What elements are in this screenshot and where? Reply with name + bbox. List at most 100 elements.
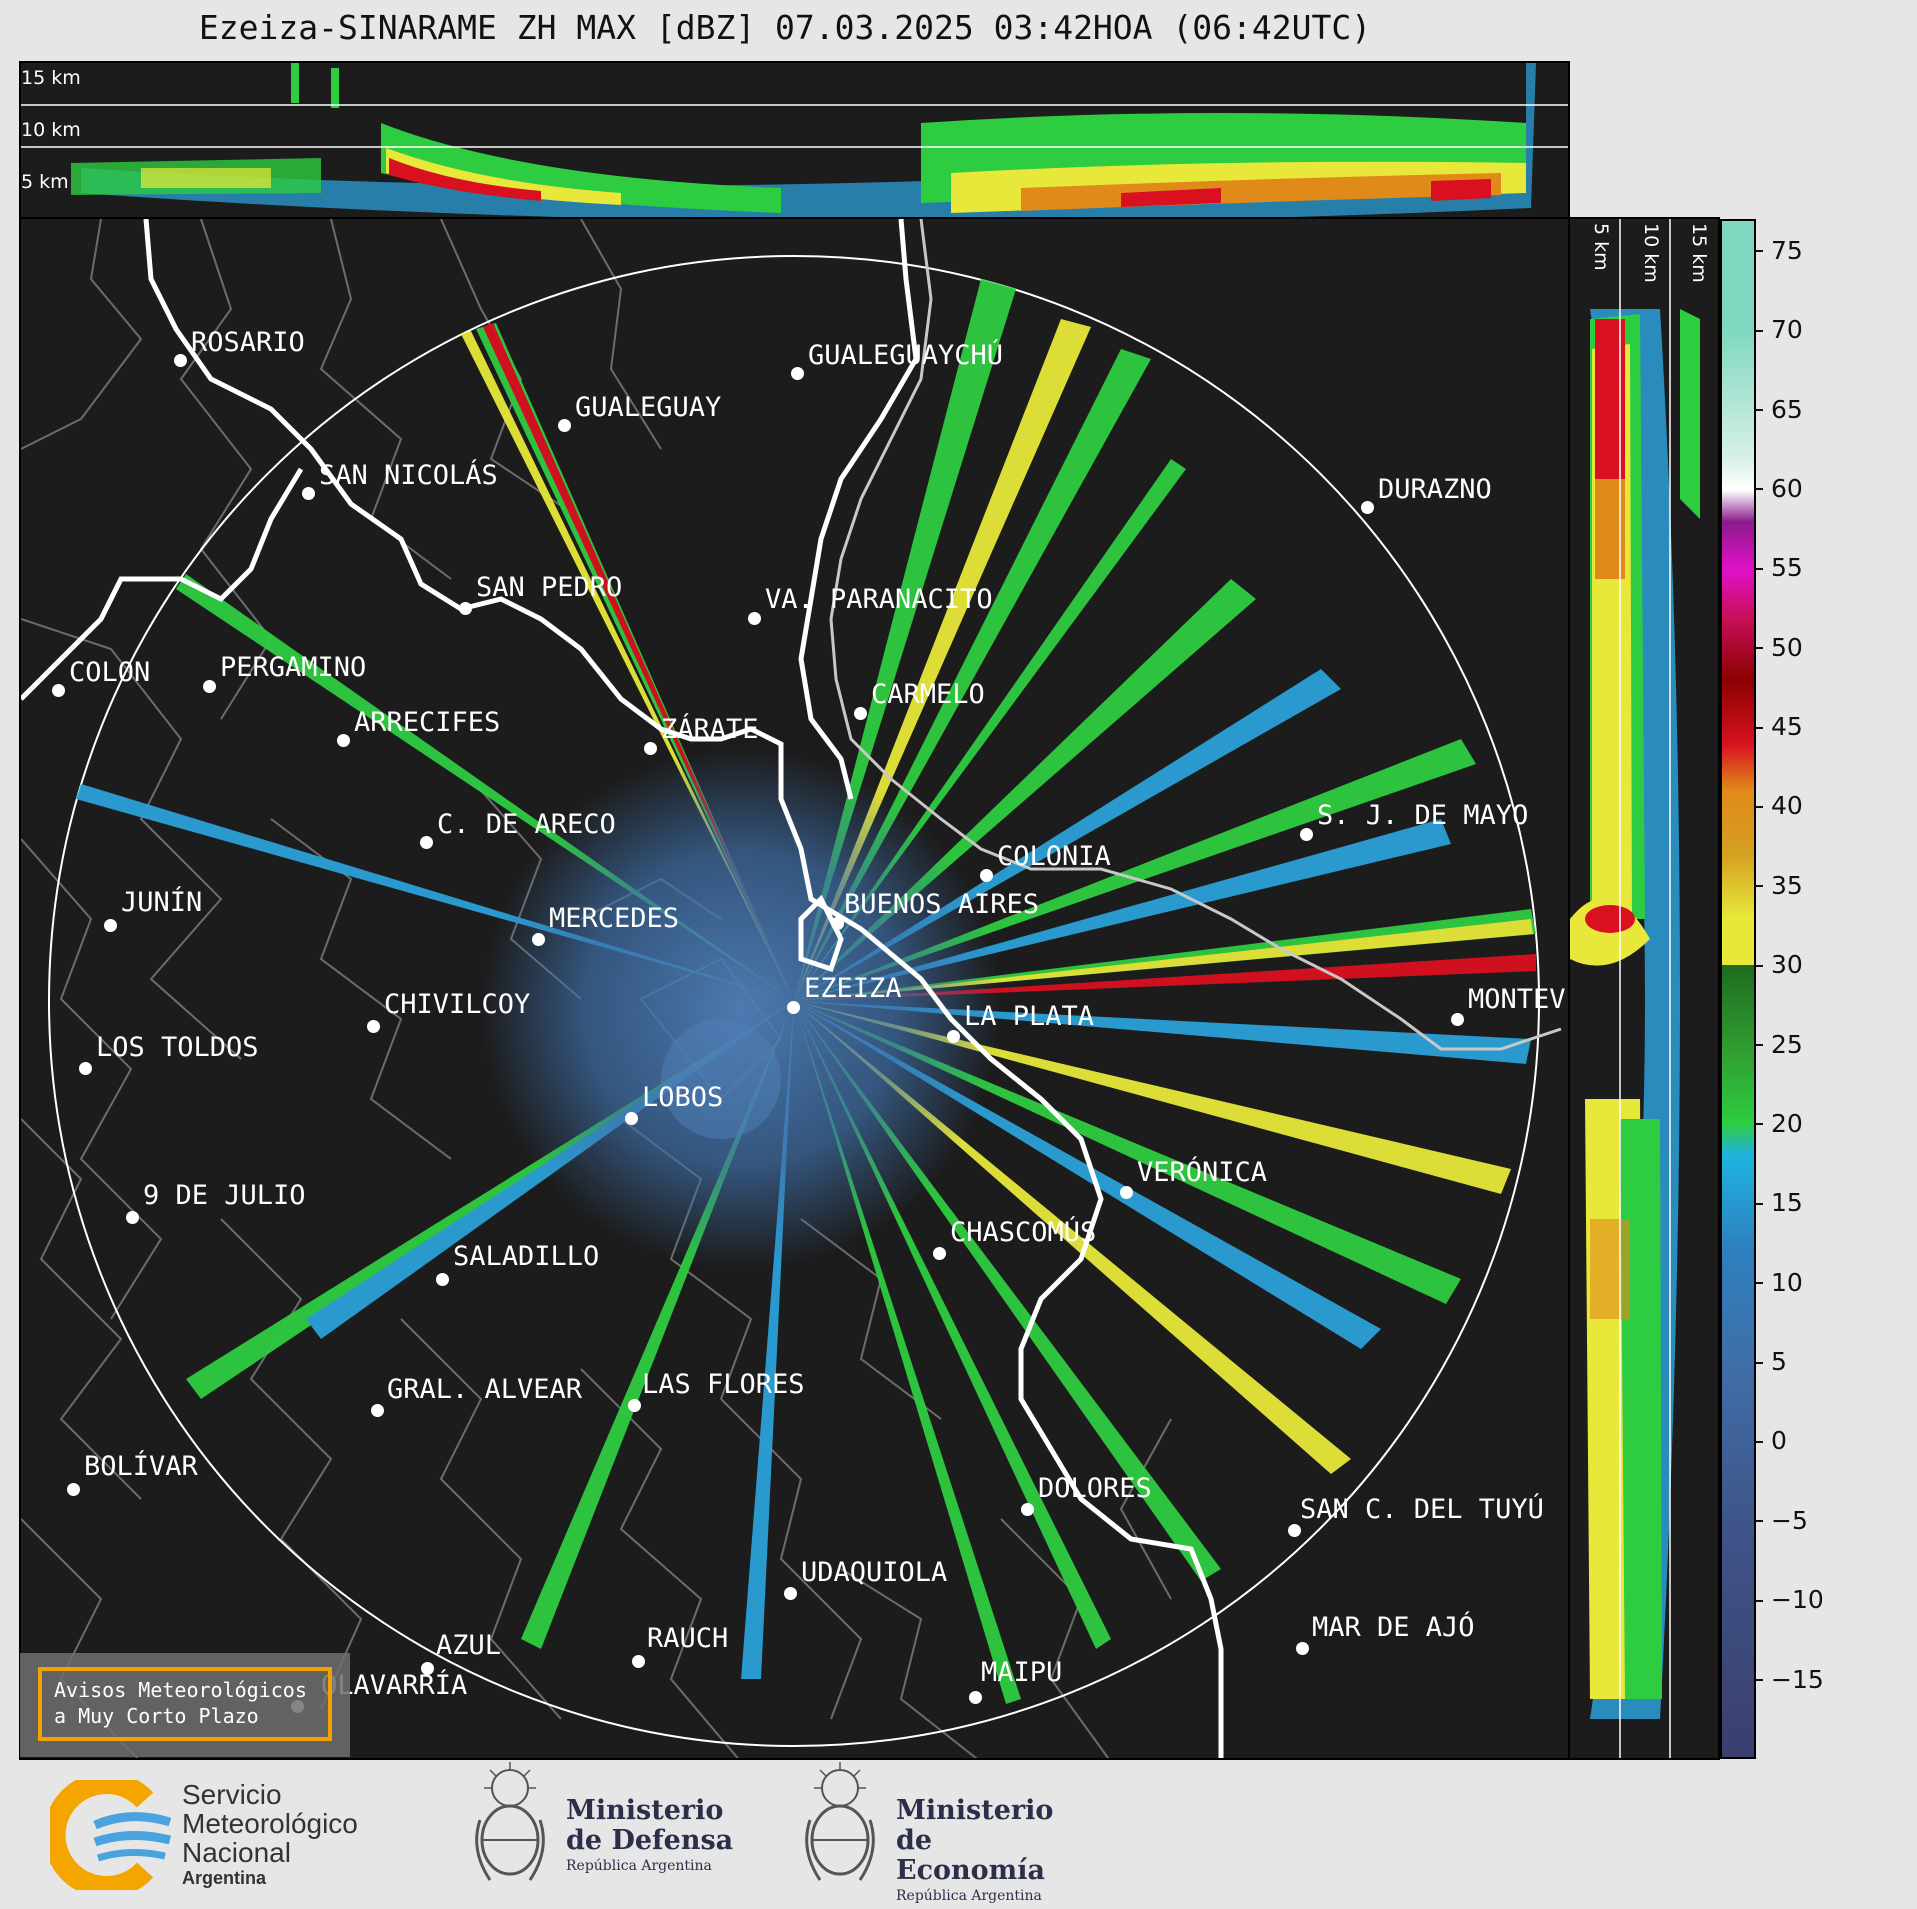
city-dot	[632, 1655, 645, 1668]
city-junin: JUNÍN	[121, 887, 203, 918]
river-borders	[829, 219, 1562, 1051]
colorbar-tick-label: 5	[1755, 1347, 1787, 1376]
city-dot	[980, 869, 993, 882]
city-durazno: DURAZNO	[1378, 474, 1492, 505]
city-s-j-de-mayo: S. J. DE MAYO	[1317, 800, 1529, 831]
height-label-5km: 5 km	[1590, 223, 1612, 271]
colorbar	[1720, 219, 1756, 1759]
city-dot	[784, 1587, 797, 1600]
top-cross-section-echoes	[21, 63, 1568, 217]
colorbar-tick-label: 55	[1755, 553, 1803, 582]
city-san-nicolas: SAN NICOLÁS	[319, 460, 498, 491]
radar-map: ROSARIO GUALEGUAYCHÚ GUALEGUAY SAN NICOL…	[19, 217, 1570, 1760]
city-la-plata: LA PLATA	[964, 1001, 1095, 1032]
coat-of-arms-icon	[805, 1762, 875, 1881]
city-san-c-del-tuyu: SAN C. DEL TUYÚ	[1300, 1494, 1544, 1525]
city-dot	[933, 1247, 946, 1260]
radar-map-graphics	[21, 219, 1562, 1758]
city-dot	[459, 602, 472, 615]
city-azul: AZUL	[436, 1630, 502, 1661]
defensa-logo: Ministerio de Defensa República Argentin…	[470, 1760, 760, 1900]
colorbar-tick-label: 65	[1755, 395, 1803, 424]
city-maipu: MAIPU	[981, 1657, 1063, 1688]
city-colonia: COLONIA	[997, 841, 1111, 872]
city-colon: COLON	[69, 657, 151, 688]
city-dot	[1300, 828, 1313, 841]
city-zarate: ZÁRATE	[661, 714, 759, 745]
height-label-10km: 10 km	[21, 119, 81, 141]
city-dot	[854, 707, 867, 720]
city-dot	[532, 933, 545, 946]
city-gualeguay: GUALEGUAY	[575, 392, 722, 423]
city-c-de-areco: C. DE ARECO	[437, 809, 616, 840]
colorbar-tick-label: 0	[1755, 1426, 1787, 1455]
colorbar-tick-label: −5	[1755, 1506, 1808, 1535]
city-dot	[67, 1483, 80, 1496]
colorbar-tick-label: 50	[1755, 633, 1803, 662]
city-dot	[302, 487, 315, 500]
city-gualeguaychu: GUALEGUAYCHÚ	[808, 340, 1004, 371]
city-rauch: RAUCH	[647, 1623, 729, 1654]
city-chivilcoy: CHIVILCOY	[384, 989, 531, 1020]
city-san-pedro: SAN PEDRO	[476, 572, 623, 603]
city-pergamino: PERGAMINO	[220, 652, 367, 683]
city-dolores: DOLORES	[1038, 1473, 1152, 1504]
warning-line-2: a Muy Corto Plazo	[54, 1704, 259, 1728]
city-dot	[1120, 1186, 1133, 1199]
city-mercedes: MERCEDES	[549, 903, 680, 934]
city-dot	[126, 1211, 139, 1224]
city-dot	[421, 1662, 434, 1675]
city-arrecifes: ARRECIFES	[354, 707, 501, 738]
smn-line-2: Meteorológico	[182, 1808, 358, 1839]
city-dot	[748, 612, 761, 625]
warning-link-frame[interactable]: Avisos Meteorológicos a Muy Corto Plazo	[38, 1667, 332, 1741]
city-gral-alvear: GRAL. ALVEAR	[387, 1374, 583, 1405]
city-dot	[969, 1691, 982, 1704]
city-dot	[1296, 1642, 1309, 1655]
colorbar-tick-label: 10	[1755, 1268, 1803, 1297]
city-dot	[79, 1062, 92, 1075]
defensa-line-2: de Defensa	[566, 1825, 734, 1856]
city-dot	[420, 836, 433, 849]
warning-link-box[interactable]: Avisos Meteorológicos a Muy Corto Plazo	[20, 1653, 350, 1757]
city-ezeiza: EZEIZA	[804, 973, 902, 1004]
city-dot	[104, 919, 117, 932]
defensa-line-1: Ministerio	[566, 1795, 724, 1826]
chart-title: Ezeiza-SINARAME ZH MAX [dBZ] 07.03.2025 …	[198, 8, 1372, 47]
height-label-10km: 10 km	[1640, 223, 1662, 283]
side-cross-section-echoes	[1570, 219, 1700, 1758]
city-dot	[367, 1020, 380, 1033]
city-dot	[174, 354, 187, 367]
city-chascomus: CHASCOMÚS	[950, 1217, 1097, 1248]
city-dot	[203, 680, 216, 693]
smn-emblem-icon	[50, 1780, 172, 1890]
economia-logo: Ministerio de Economía República Argenti…	[800, 1760, 1090, 1904]
city-mar-de-ajo: MAR DE AJÓ	[1312, 1612, 1475, 1643]
smn-line-3: Nacional	[182, 1837, 291, 1868]
side-cross-section: 5 km 10 km 15 km	[1568, 217, 1720, 1760]
city-dot	[1021, 1503, 1034, 1516]
city-udaquiola: UDAQUIOLA	[801, 1557, 948, 1588]
smn-line-4: Argentina	[182, 1868, 267, 1888]
economia-line-2: de Economía	[896, 1825, 1045, 1886]
colorbar-tick-label: 40	[1755, 791, 1803, 820]
city-va-paranacito: VA. PARANACITO	[765, 584, 993, 615]
city-los-toldos: LOS TOLDOS	[96, 1032, 259, 1063]
coat-of-arms-icon	[475, 1762, 545, 1881]
city-dot	[52, 684, 65, 697]
city-dot-ezeiza	[787, 1001, 800, 1014]
city-dot	[947, 1030, 960, 1043]
city-veronica: VERÓNICA	[1137, 1157, 1268, 1188]
warning-line-1: Avisos Meteorológicos	[54, 1678, 307, 1702]
colorbar-tick-label: 70	[1755, 315, 1803, 344]
coastline	[21, 219, 1224, 1758]
city-9-de-julio: 9 DE JULIO	[143, 1180, 306, 1211]
city-lobos: LOBOS	[642, 1082, 724, 1113]
city-dot	[558, 419, 571, 432]
colorbar-tick-label: −10	[1755, 1585, 1824, 1614]
height-label-15km: 15 km	[21, 67, 81, 89]
height-label-5km: 5 km	[21, 171, 69, 193]
city-dot	[625, 1112, 638, 1125]
city-dot	[371, 1404, 384, 1417]
city-dot	[337, 734, 350, 747]
